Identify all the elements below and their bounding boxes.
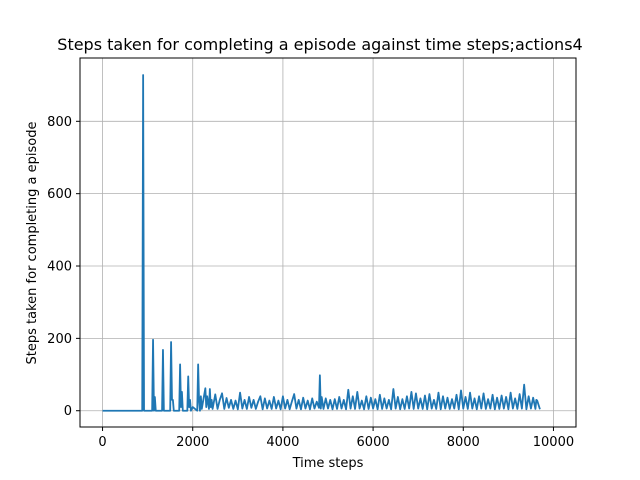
series-layer: [102, 74, 541, 412]
x-tick-label: 2000: [176, 435, 209, 450]
x-tick-label: 6000: [357, 435, 390, 450]
y-tick-label: 400: [47, 260, 72, 275]
x-tick-label: 0: [98, 435, 106, 450]
series-line-steps: [102, 74, 541, 412]
y-axis-label: Steps taken for completing a episode: [25, 122, 40, 365]
grid: [80, 58, 576, 427]
x-tick-label: 8000: [447, 435, 480, 450]
x-tick-label: 4000: [266, 435, 299, 450]
y-tick-label: 800: [47, 115, 72, 130]
y-tick-label: 0: [64, 404, 72, 419]
plot-frame: [79, 57, 577, 428]
x-axis-label: Time steps: [292, 456, 364, 471]
y-tick-label: 600: [47, 187, 72, 202]
x-tick-label: 10000: [533, 435, 574, 450]
ticks: 0 2000 4000 6000 8000 10000 0 200 400 600 800: [47, 115, 574, 450]
chart-title: Steps taken for completing a episode aga…: [57, 35, 582, 54]
y-tick-label: 200: [47, 332, 72, 347]
